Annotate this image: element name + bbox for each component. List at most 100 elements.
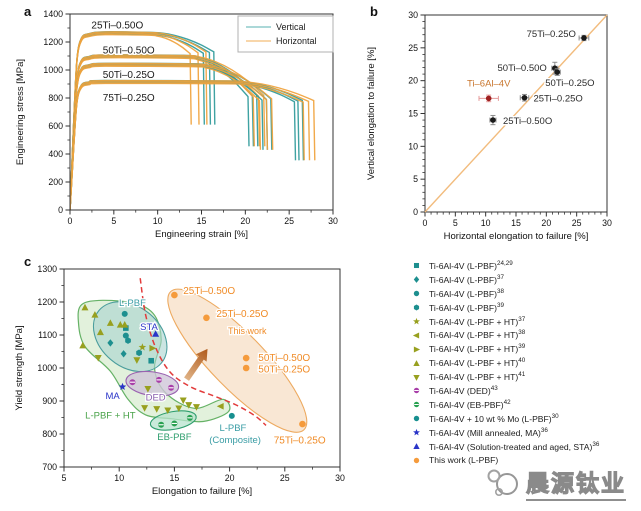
legend-item: This work (L-PBF) [398,453,640,467]
legend-item-label: Ti-6Al-4V (EB-PBF)42 [429,398,511,410]
data-point-marker [192,404,200,411]
region-ded-region [125,370,180,397]
series-circle-stripe-a83ea8 [129,376,175,391]
data-point-marker [185,402,193,409]
legend-item: Ti-6Al-4V (L-PBF)37 [398,273,640,287]
y-tick-label: 800 [42,429,57,439]
annotation-label: 25Ti–0.25O [216,309,268,320]
x-axis-label: Engineering strain [%] [155,229,248,240]
series-triangle-down-98a01f [94,354,200,415]
data-point-marker [242,364,250,372]
legend-marker-triangle-down-icon [413,374,420,381]
y-tick-label: 1400 [43,9,63,19]
legend-item-label: This work (L-PBF) [429,455,499,466]
annotation-label: L-PBF [119,298,146,309]
panel-a-legend: Vertical Horizontal [237,15,334,53]
data-point-marker [123,325,129,331]
legend-item-reference: 36 [540,426,548,434]
annotation-label: DED [146,393,166,404]
x-tick-label: 10 [114,473,124,483]
x-tick-label: 0 [68,216,73,226]
data-point [581,35,587,41]
y-tick-label: 20 [408,76,418,86]
legend-item-label: Ti-6Al-4V (L-PBF + HT)38 [429,329,526,341]
data-point-marker [413,374,420,381]
series-circle-f59b3c [171,291,306,428]
legend-item-reference: 37 [518,315,526,323]
curve-label: 50Ti–0.25O [103,70,155,81]
data-point-marker [413,317,420,325]
legend-item-reference: 38 [496,287,504,295]
data-point-marker [138,343,147,351]
point-label: 25Ti–0.25O [533,94,582,105]
annotation-label: STA [140,322,158,333]
legend-marker-circle-icon [413,291,420,297]
x-tick-label: 25 [572,218,582,228]
y-tick-label: 0 [413,207,418,217]
legend-marker-hexagon-icon [413,304,420,311]
watermark-text: 晨源钛业 [525,464,626,501]
y-axis-label: Vertical elongation to failure [%] [366,47,377,180]
panel-c-letter: c [24,254,32,269]
legend-item-label: Ti-6Al-4V (L-PBF)39 [429,301,504,313]
series-square-1d8f8f [123,325,155,364]
x-tick-label: 30 [328,216,338,226]
x-tick-label: 20 [225,473,235,483]
legend-item: Ti-6Al-4V + 10 wt % Mo (L-PBF)30 [398,412,640,426]
legend-item-reference: 39 [518,343,526,351]
legend-item-label: Ti-6Al-4V (L-PBF + HT)40 [429,357,526,369]
y-tick-label: 1100 [38,330,57,340]
legend-marker-circle-icon [413,457,420,464]
boundary-dashed-curve [139,278,267,426]
data-point-marker [107,339,114,347]
data-point-marker [121,320,129,328]
legend-item-label: Ti-6Al-4V (Mill annealed, MA)36 [429,426,548,438]
data-point-marker [413,457,420,464]
y-axis-label: Yield strength [MPa] [14,325,25,410]
data-point-marker [81,303,89,311]
data-point [554,69,561,75]
data-point-marker [164,407,172,415]
legend-item: Ti-6Al-4V (L-PBF + HT)39 [398,342,640,356]
data-point-marker [413,359,420,366]
identity-line [424,14,608,213]
data-point-marker [122,332,129,339]
data-point-marker [413,416,420,422]
y-tick-label: 900 [42,396,57,406]
y-tick-label: 1200 [43,37,63,47]
legend-item-reference: 30 [551,412,559,420]
legend-label: Horizontal [276,36,317,46]
stress-strain-curve [70,31,208,210]
annotation-label: 50Ti–0.50O [258,353,310,364]
series-star-2a35c8 [118,382,127,391]
x-tick-label: 30 [602,218,612,228]
legend-marker-star-icon [413,317,420,325]
watermark: 晨源钛业 [484,462,626,502]
scatter-series [79,291,306,428]
legend-marker-circle-stripe-icon [413,388,420,394]
stress-strain-curve [70,64,269,210]
legend-item-label: Ti-6Al-4V + 10 wt % Mo (L-PBF)30 [429,412,559,424]
data-point-marker [413,443,420,450]
legend-item-reference: 41 [518,371,526,379]
legend-item: Ti-6Al-4V (L-PBF + HT)41 [398,370,640,384]
legend-marker-circle-stripe-icon [413,402,420,408]
legend-item-label: Ti-6Al-4V (L-PBF)38 [429,287,504,299]
data-point-marker [413,346,421,353]
data-point-marker [171,291,178,299]
x-axis-label: Elongation to failure [%] [152,486,252,497]
legend-item-reference: 43 [490,385,498,393]
legend-item-label: Ti-6Al-4V (L-PBF)37 [429,273,504,285]
scatter-points: 75Ti–0.25O 50Ti–0.50O 50Ti–0.25O 25Ti–0.25O… [465,27,596,128]
series-triangle-left-98a01f [216,402,224,410]
legend-item: Ti-6Al-4V (L-PBF + HT)38 [398,328,640,342]
data-point-marker [413,263,420,269]
legend-item: Ti-6Al-4V (DED)43 [398,384,640,398]
curve-label: 25Ti–0.50O [91,20,143,31]
data-point-marker [91,311,99,318]
y-tick-label: 15 [408,109,418,119]
legend-item: Ti-6Al-4V (L-PBF + HT)37 [398,315,640,329]
stress-strain-curve [70,65,262,210]
x-tick-label: 15 [197,216,207,226]
series-hexagon-1d8f8f [125,337,142,357]
